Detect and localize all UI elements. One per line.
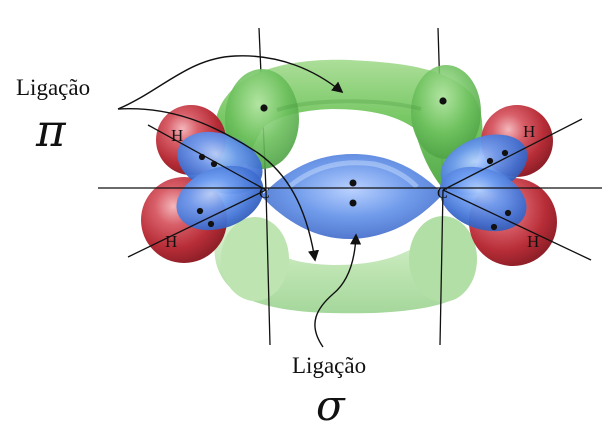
sigma-bond-label: Ligação <box>292 353 366 378</box>
sigma-annotation <box>314 233 362 348</box>
hydrogen-label-bottom-left: H <box>165 232 177 251</box>
pi-bond-label: Ligação <box>16 75 90 100</box>
atom-labels: H H C C H H <box>165 122 539 251</box>
sigma-core-highlight <box>288 160 419 189</box>
pi-top-right-node <box>411 65 481 159</box>
left-lower-diagonal-line <box>127 189 267 258</box>
hydrogen-label-bottom-right: H <box>527 232 539 251</box>
left-ch-bottom-blue-lobe <box>176 165 264 231</box>
pi-arrow-top <box>117 55 344 110</box>
sigma-symbol: σ <box>316 381 346 423</box>
electron-dots <box>196 97 512 231</box>
sigma-dot-top <box>349 179 357 187</box>
right-lower-diagonal-line <box>442 189 592 261</box>
carbon-label-right: C <box>437 185 448 202</box>
right-top-dot-2 <box>501 149 509 157</box>
left-top-dot-2 <box>210 160 218 168</box>
guide-lines-front <box>98 118 602 346</box>
left-top-dot-1 <box>198 153 206 161</box>
sigma-arrow <box>314 233 362 348</box>
hydrogen-label-top-left: H <box>171 126 183 145</box>
left-bottom-dot-1 <box>196 207 204 215</box>
pi-bond-bottom-lobe <box>214 216 477 314</box>
pi-dot-left <box>260 104 268 112</box>
left-bottom-dot-2 <box>207 220 215 228</box>
pi-top-inner-shadow <box>276 99 422 112</box>
sigma-core-shape <box>261 154 443 240</box>
right-ch-bottom-blue-lobe <box>439 166 527 232</box>
pi-arrow-bottom <box>117 107 320 262</box>
pi-dot-right <box>439 97 447 105</box>
carbon-label-left: C <box>259 185 270 202</box>
right-vertical-axis-front <box>439 189 444 346</box>
text-labels: Ligação π Ligação σ <box>16 75 366 423</box>
pi-symbol: π <box>35 104 67 157</box>
right-bottom-dot-2 <box>504 209 512 217</box>
pi-annotation <box>117 55 344 262</box>
sigma-bond-core <box>261 154 443 240</box>
pi-bottom-right-node <box>409 216 477 302</box>
left-vertical-axis-front <box>265 189 271 346</box>
hydrogen-label-top-right: H <box>523 122 535 141</box>
carbon-hydrogen-sigma-lobes <box>176 131 528 232</box>
sigma-dot-bottom <box>349 199 357 207</box>
right-bottom-dot-1 <box>490 223 498 231</box>
right-top-dot-1 <box>486 157 494 165</box>
left-upper-diagonal-line <box>147 124 267 191</box>
pi-bottom-left-node <box>221 217 289 301</box>
pi-bottom-band <box>214 218 477 314</box>
right-upper-diagonal-line <box>442 118 583 191</box>
